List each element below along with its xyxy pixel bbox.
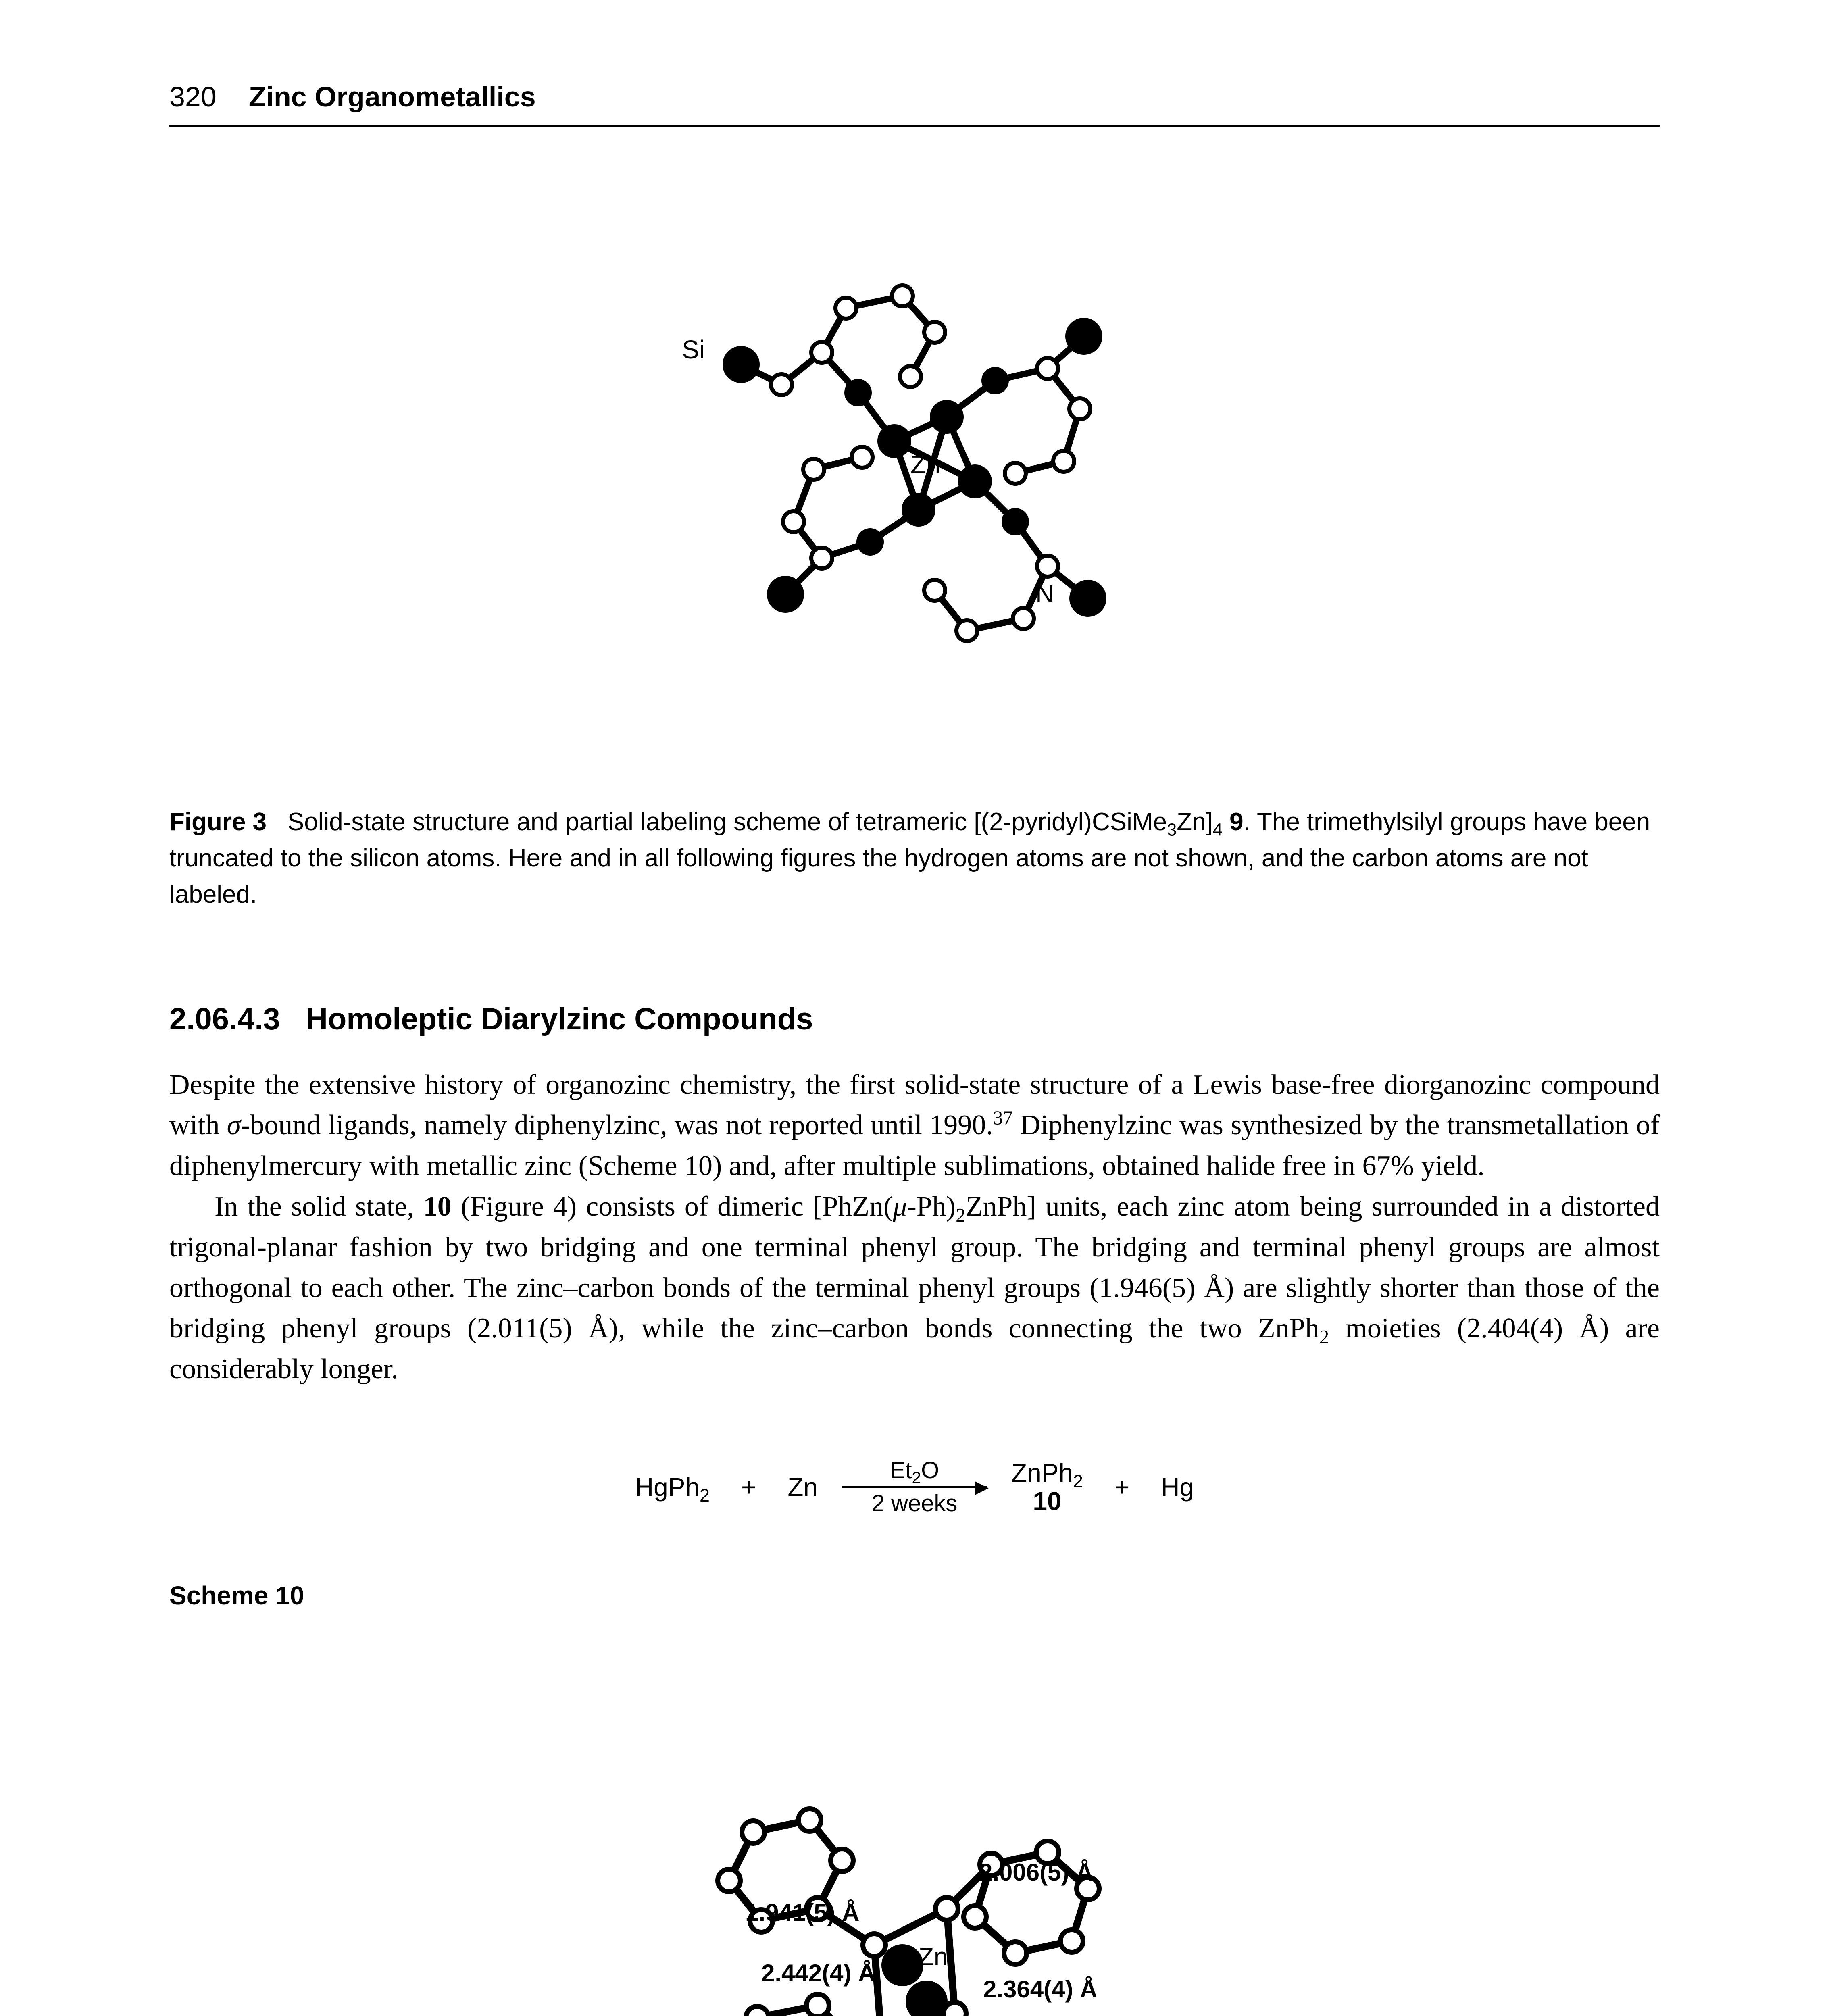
running-title: Zinc Organometallics	[249, 81, 536, 113]
fig3-label-si: Si	[682, 335, 705, 364]
figure-3: Si Zn N Figure 3 Solid-state structure a…	[169, 191, 1660, 913]
scheme10-product1: ZnPh2	[1011, 1459, 1083, 1487]
running-head: 320 Zinc Organometallics	[169, 81, 1660, 113]
section-heading: 2.06.4.3 Homoleptic Diarylzinc Compounds	[169, 1002, 1660, 1037]
figure-3-caption-text: Solid-state structure and partial labeli…	[169, 808, 1650, 908]
plus-1: +	[734, 1472, 763, 1502]
fig3-label-n: N	[1035, 579, 1054, 608]
fig3-label-zn: Zn	[910, 450, 941, 479]
figure-4-structure: Zn Zn 2.006(5) Å 1.941(5) Å 2.442(4) Å 2…	[511, 1683, 1318, 2016]
fig4-label-zn2: Zn	[902, 2012, 931, 2016]
figure-3-caption: Figure 3 Solid-state structure and parti…	[169, 804, 1660, 913]
fig4-label-zn1: Zn	[919, 1943, 948, 1971]
scheme-10-label: Scheme 10	[169, 1581, 1660, 1610]
figure-3-structure: Si Zn N	[612, 191, 1217, 756]
section-number: 2.06.4.3	[169, 1002, 280, 1036]
section-title: Homoleptic Diarylzinc Compounds	[306, 1002, 813, 1036]
scheme10-reactant2: Zn	[787, 1472, 818, 1502]
page-number: 320	[169, 81, 217, 113]
scheme-10-equation: HgPh2 + Zn Et2O 2 weeks ZnPh2 10 + Hg	[169, 1458, 1660, 1516]
paragraph-2: In the solid state, 10 (Figure 4) consis…	[169, 1187, 1660, 1390]
reaction-arrow: Et2O 2 weeks	[842, 1458, 987, 1516]
body-text: Despite the extensive history of organoz…	[169, 1065, 1660, 1390]
fig4-b1: 2.006(5) Å	[979, 1859, 1093, 1886]
fig4-b2: 1.941(5) Å	[745, 1899, 859, 1926]
scheme10-product1-number: 10	[1033, 1487, 1061, 1515]
scheme10-reactant1: HgPh2	[635, 1472, 710, 1502]
figure-4: Zn Zn 2.006(5) Å 1.941(5) Å 2.442(4) Å 2…	[169, 1683, 1660, 2016]
header-rule	[169, 125, 1660, 127]
paragraph-1: Despite the extensive history of organoz…	[169, 1065, 1660, 1187]
arrow-bottom: 2 weeks	[872, 1491, 958, 1516]
plus-2: +	[1107, 1472, 1137, 1502]
fig4-b3: 2.442(4) Å	[761, 1960, 875, 1987]
scheme10-product2: Hg	[1161, 1472, 1194, 1502]
arrow-top: Et2O	[890, 1458, 939, 1483]
figure-3-label: Figure 3	[169, 808, 267, 836]
fig4-b4: 2.364(4) Å	[983, 1976, 1097, 2003]
